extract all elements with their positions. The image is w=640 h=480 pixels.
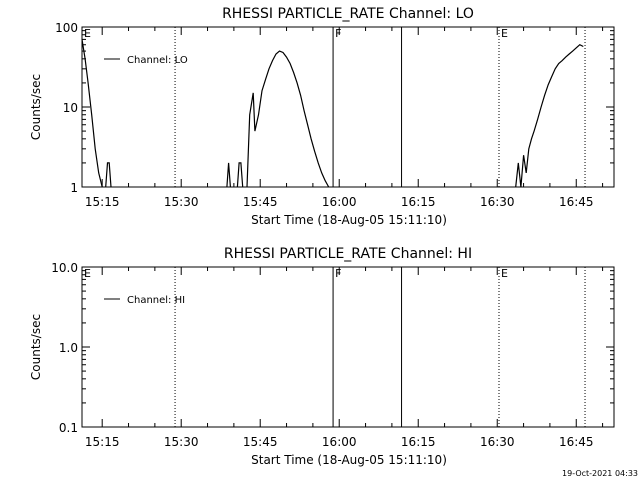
region-annotation: E: [501, 267, 508, 280]
series-line: [81, 39, 103, 188]
y-tick-label: 100: [55, 21, 78, 35]
region-annotation: F: [335, 267, 341, 280]
x-tick-label: 16:15: [401, 435, 436, 449]
x-tick-label: 15:30: [164, 435, 199, 449]
chart-title: RHESSI PARTICLE_RATE Channel: HI: [224, 246, 472, 262]
x-tick-label: 15:45: [243, 195, 278, 209]
series-line: [236, 162, 244, 188]
x-tick-label: 16:30: [480, 195, 515, 209]
plot-frame: [81, 26, 615, 188]
y-tick-label: 10.0: [51, 261, 78, 275]
y-tick-label: 0.1: [59, 421, 78, 435]
x-axis-label: Start Time (18-Aug-05 15:11:10): [251, 453, 447, 467]
panel-lo: RHESSI PARTICLE_RATE Channel: LO Start Ti…: [29, 6, 615, 227]
y-tick-label: 10: [63, 101, 78, 115]
plot-frame: [81, 266, 615, 428]
series-line: [515, 43, 584, 188]
y-axis-label: Counts/sec: [29, 74, 43, 140]
y-axis-label: Counts/sec: [29, 314, 43, 380]
x-tick-label: 15:15: [85, 195, 120, 209]
region-annotation: E: [84, 27, 91, 40]
legend-entry: Channel: HI: [127, 295, 185, 306]
x-tick-label: 16:30: [480, 435, 515, 449]
chart-title: RHESSI PARTICLE_RATE Channel: LO: [222, 6, 474, 22]
region-annotation: F: [335, 27, 341, 40]
x-tick-label: 16:00: [322, 195, 357, 209]
series-line: [105, 162, 112, 188]
y-tick-label: 1.0: [59, 341, 78, 355]
series-line: [226, 162, 231, 188]
x-tick-label: 15:30: [164, 195, 199, 209]
x-tick-label: 16:00: [322, 435, 357, 449]
x-tick-label: 15:45: [243, 435, 278, 449]
y-tick-label: 1: [70, 181, 78, 195]
series-line: [246, 50, 330, 188]
x-axis-label: Start Time (18-Aug-05 15:11:10): [251, 213, 447, 227]
x-tick-label: 15:15: [85, 435, 120, 449]
region-annotation: E: [501, 27, 508, 40]
panel-hi: RHESSI PARTICLE_RATE Channel: HI Start Ti…: [29, 246, 615, 467]
region-annotation: E: [84, 267, 91, 280]
x-tick-label: 16:45: [559, 195, 594, 209]
x-tick-label: 16:45: [559, 435, 594, 449]
legend-entry: Channel: LO: [127, 55, 188, 66]
x-tick-label: 16:15: [401, 195, 436, 209]
footer-timestamp: 19-Oct-2021 04:33: [562, 469, 638, 478]
